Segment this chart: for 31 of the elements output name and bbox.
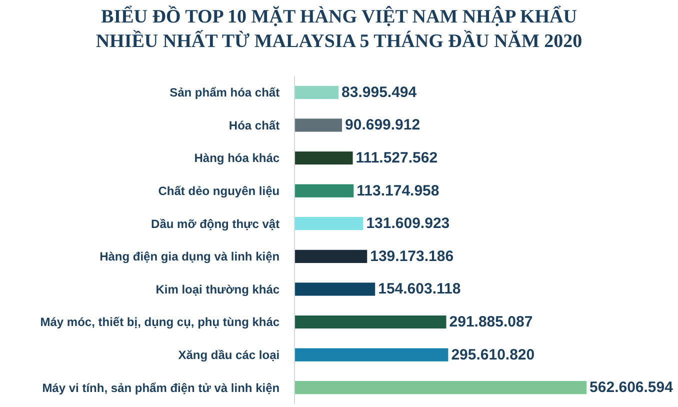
- bar: [295, 381, 587, 394]
- data-label: 562.606.594: [590, 379, 674, 396]
- y-tick-label: Hàng hóa khác: [194, 151, 280, 166]
- y-tick-label: Máy vi tính, sản phẩm điện tử và linh kiện: [42, 380, 280, 395]
- data-label: 90.699.912: [345, 116, 420, 134]
- bar: [295, 184, 354, 198]
- data-label: 295.610.820: [451, 346, 535, 364]
- y-tick-label: Hóa chất: [228, 118, 280, 132]
- chart-title: BIỂU ĐỒ TOP 10 MẶT HÀNG VIỆT NAM NHẬP KHẨU NHIỀU NHẤT TỪ MALAYSIA 5 THÁNG ĐẦU NĂM 2020: [96, 5, 582, 52]
- y-tick-label: Chất dẻo nguyên liệu: [158, 184, 280, 198]
- y-tick-label: Dầu mỡ động thực vật: [151, 216, 280, 231]
- data-label: 154.603.118: [378, 280, 461, 298]
- data-label: 139.173.186: [370, 248, 454, 265]
- bar: [295, 86, 339, 99]
- y-tick-label: Hàng điện gia dụng và linh kiện: [100, 250, 280, 264]
- bar: [295, 151, 353, 165]
- bar: [295, 250, 368, 263]
- bar: [295, 118, 342, 132]
- bar: [295, 315, 446, 329]
- bar: [295, 282, 376, 296]
- data-label: 291.885.087: [449, 314, 533, 330]
- y-tick-label: Xăng dầu các loại: [178, 348, 280, 362]
- y-tick-label: Máy móc, thiết bị, dụng cụ, phụ tùng khác: [40, 315, 280, 330]
- data-label: 111.527.562: [356, 150, 438, 166]
- y-tick-label: Sản phẩm hóa chất: [170, 86, 280, 100]
- bar: [295, 348, 448, 362]
- data-label: 131.609.923: [366, 215, 450, 232]
- data-label: 83.995.494: [342, 84, 418, 101]
- y-tick-label: Kim loại thường khác: [156, 282, 280, 296]
- bar: [295, 217, 364, 230]
- data-label: 113.174.958: [356, 182, 440, 200]
